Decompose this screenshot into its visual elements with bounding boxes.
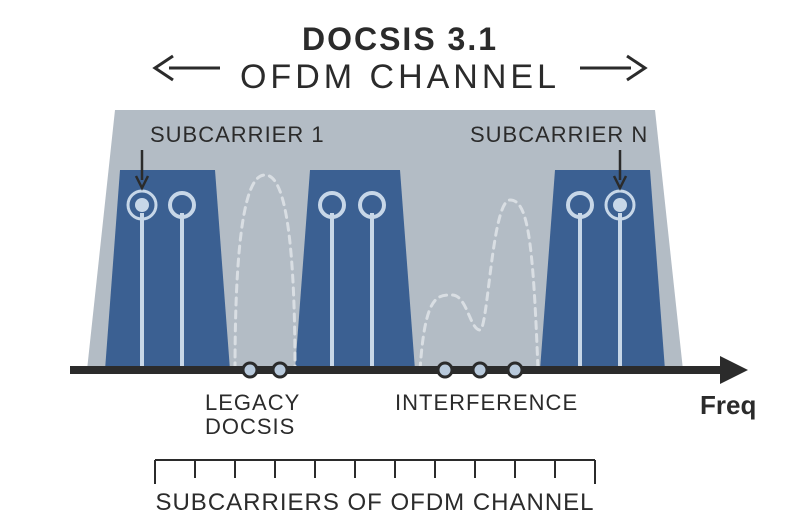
subcarrier-block	[295, 170, 415, 370]
ofdm-diagram: DOCSIS 3.1OFDM CHANNEL SUBCARRIER 1 SUBCAR…	[0, 0, 800, 526]
label-docsis: DOCSIS	[205, 414, 295, 439]
title-line2: OFDM CHANNEL	[240, 58, 560, 96]
label-subcarrierN: SUBCARRIER N	[470, 122, 648, 147]
label-subcarrier1: SUBCARRIER 1	[150, 122, 325, 147]
freq-axis-arrowhead	[720, 356, 748, 384]
axis-dot	[273, 363, 287, 377]
axis-dot	[508, 363, 522, 377]
title-line1: DOCSIS 3.1	[302, 21, 498, 57]
axis-dot	[473, 363, 487, 377]
subcarrier-ring-inner	[135, 198, 149, 212]
label-freq: Freq	[700, 390, 756, 420]
subcarrier-ring-inner	[613, 198, 627, 212]
subcarrier-block	[540, 170, 665, 370]
subcarrier-block	[105, 170, 230, 370]
label-interference: INTERFERENCE	[395, 390, 578, 415]
label-footer: SUBCARRIERS OF OFDM CHANNEL	[155, 489, 594, 516]
label-legacy: LEGACY	[205, 390, 300, 415]
axis-dot	[438, 363, 452, 377]
axis-dot	[243, 363, 257, 377]
